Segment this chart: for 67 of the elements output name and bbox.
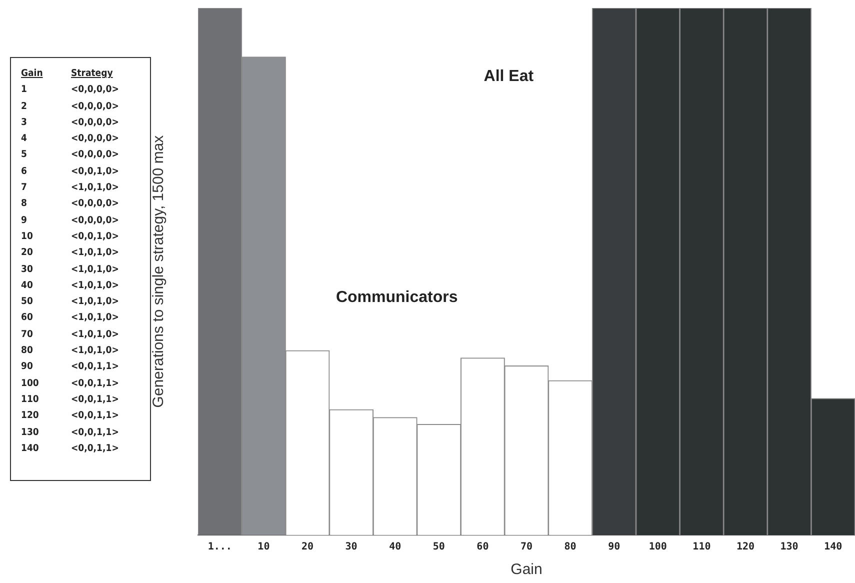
x-tick-label: 140 xyxy=(824,542,842,553)
text: <0,0,1,1> xyxy=(71,409,119,424)
text: 40 xyxy=(21,278,34,293)
x-tick-label: 40 xyxy=(389,542,402,553)
text: 10 xyxy=(21,230,34,244)
x-tick-label: 100 xyxy=(648,542,667,553)
text: <1,0,1,0> xyxy=(71,328,119,342)
text: <0,0,0,0> xyxy=(71,214,119,228)
text: <0,0,0,0> xyxy=(71,83,119,98)
text: <1,0,1,0> xyxy=(71,262,119,277)
x-tick-label: 110 xyxy=(692,542,711,553)
text: 60 xyxy=(21,311,34,326)
text: <0,0,1,1> xyxy=(71,426,119,440)
text: 4 xyxy=(21,132,28,146)
x-tick-label: 50 xyxy=(432,542,445,553)
x-tick-label: 20 xyxy=(301,542,314,553)
text: <0,0,1,1> xyxy=(71,442,119,456)
text: 1 xyxy=(21,83,28,98)
text: Strategy xyxy=(71,67,113,81)
text: <1,0,1,0> xyxy=(71,344,119,358)
text: 140 xyxy=(21,442,40,456)
text: <0,0,1,1> xyxy=(71,360,119,374)
y-axis-title: Generations to single strategy, 1500 max xyxy=(150,134,168,408)
text: 2 xyxy=(21,100,28,114)
x-tick-label: 1... xyxy=(208,542,232,553)
annotation: Communicators xyxy=(336,288,458,307)
x-tick-label: 10 xyxy=(258,542,270,553)
text: 110 xyxy=(21,392,40,407)
x-tick-label: 130 xyxy=(780,542,798,553)
x-tick-label: 120 xyxy=(736,542,755,553)
text: <1,0,1,0> xyxy=(71,246,119,260)
text: <0,0,0,0> xyxy=(71,197,119,212)
text: <0,0,0,0> xyxy=(71,116,119,130)
text: <0,0,1,0> xyxy=(71,230,119,244)
text: <0,0,1,1> xyxy=(71,376,119,391)
text: 90 xyxy=(21,360,34,374)
text: 70 xyxy=(21,328,34,342)
x-axis-title: Gain xyxy=(510,561,542,578)
text: <1,0,1,0> xyxy=(71,181,119,196)
text: 130 xyxy=(21,426,40,440)
text: <1,0,1,0> xyxy=(71,311,119,326)
text: <1,0,1,0> xyxy=(71,278,119,293)
annotation: All Eat xyxy=(484,68,534,86)
text: <0,0,0,0> xyxy=(71,148,119,162)
text: <1,0,1,0> xyxy=(71,295,119,310)
text: 120 xyxy=(21,409,40,424)
text: 3 xyxy=(21,116,28,130)
text: 100 xyxy=(21,376,40,391)
text: <0,0,0,0> xyxy=(71,100,119,114)
text: 9 xyxy=(21,214,28,228)
text: 6 xyxy=(21,164,28,179)
text: 5 xyxy=(21,148,28,162)
text: 8 xyxy=(21,197,28,212)
text: 20 xyxy=(21,246,34,260)
text: 30 xyxy=(21,262,34,277)
text: 50 xyxy=(21,295,34,310)
x-tick-label: 30 xyxy=(345,542,358,553)
x-tick-label: 90 xyxy=(608,542,620,553)
text: 7 xyxy=(21,181,28,196)
x-tick-label: 60 xyxy=(476,542,489,553)
text: 80 xyxy=(21,344,34,358)
text: Gain xyxy=(21,67,44,81)
x-tick-label: 70 xyxy=(520,542,533,553)
text: <0,0,0,0> xyxy=(71,132,119,146)
text: <0,0,1,1> xyxy=(71,392,119,407)
text: <0,0,1,0> xyxy=(71,164,119,179)
x-tick-label: 80 xyxy=(564,542,576,553)
